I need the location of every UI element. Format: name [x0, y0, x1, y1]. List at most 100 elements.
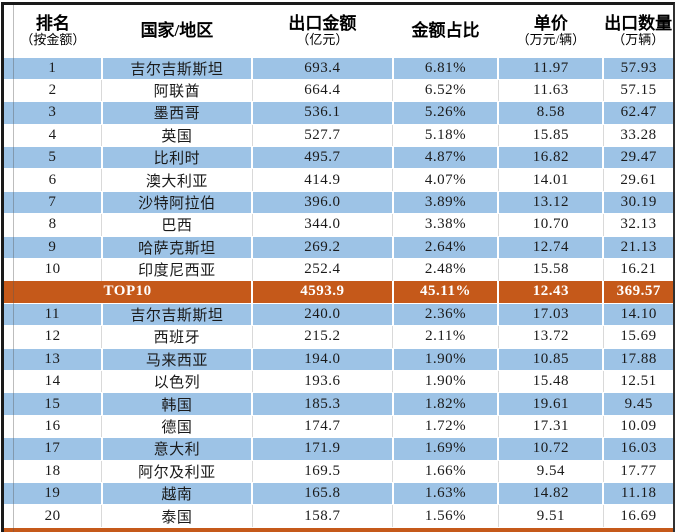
qty-cell: 9.45	[603, 392, 673, 416]
export-table: 排名 （按金额） 国家/地区 出口金额 （亿元） 金额占比	[4, 5, 673, 528]
country-cell: 以色列	[101, 370, 253, 393]
qty-cell: 12.51	[620, 373, 657, 390]
table-body: 1 吉尔吉斯斯坦 693.4 6.81% 11.97 57.93 2 阿联酋 664.4 6.52…	[4, 56, 673, 528]
amount-cell: 414.9	[252, 168, 394, 192]
share-cell: 1.56%	[392, 504, 499, 528]
amount-cell: 252.4	[252, 258, 394, 281]
rank-cell: 9	[4, 235, 103, 260]
amount-cell: 171.9	[252, 437, 394, 461]
amount-cell: 169.5	[252, 460, 394, 483]
rank-cell: 17	[4, 437, 103, 461]
table-row: 19 越南 165.8 1.63% 14.82 11.18	[4, 481, 673, 506]
share-cell: 3.89%	[392, 190, 500, 215]
rank-cell: 11	[4, 302, 103, 327]
amount-cell: 527.7	[252, 124, 394, 147]
col-header-share: 金额占比	[392, 5, 499, 57]
price-cell: 13.72	[498, 325, 604, 349]
summary-price-cell: 12.43	[498, 280, 605, 304]
summary-share-cell: 45.11%	[392, 280, 500, 304]
country-cell: 德国	[101, 415, 253, 438]
price-cell: 11.63	[498, 79, 604, 102]
table-row: 20 泰国 158.7 1.56% 9.51 16.69	[4, 504, 673, 528]
amount-cell: 536.1	[252, 101, 394, 125]
price-cell: 14.82	[498, 481, 605, 506]
price-cell: 9.54	[498, 460, 604, 483]
amount-cell: 174.7	[252, 415, 394, 438]
amount-cell: 693.4	[252, 56, 394, 80]
table-row: 9 哈萨克斯坦 269.2 2.64% 12.74 21.13	[4, 235, 673, 260]
share-cell: 1.63%	[392, 481, 500, 506]
price-cell: 10.70	[498, 213, 604, 237]
share-cell: 6.81%	[392, 56, 500, 80]
col-header-country: 国家/地区	[101, 5, 253, 57]
price-cell: 15.58	[498, 258, 604, 281]
country-cell: 英国	[101, 124, 253, 147]
amount-cell: 495.7	[252, 146, 394, 170]
share-cell: 3.38%	[392, 213, 499, 237]
country-cell: 阿尔及利亚	[101, 460, 253, 483]
rank-cell: 4	[4, 124, 103, 147]
share-cell: 2.11%	[392, 325, 499, 349]
amount-cell: 664.4	[252, 79, 394, 102]
country-cell: 巴西	[101, 213, 253, 237]
summary-row: TOP10 4593.9 45.11% 12.43 369.57	[4, 280, 673, 304]
price-cell: 17.31	[498, 415, 604, 438]
country-cell: 沙特阿拉伯	[101, 190, 254, 215]
share-cell: 5.26%	[392, 101, 500, 125]
table-row: 17 意大利 171.9 1.69% 10.72 16.03	[4, 437, 673, 461]
price-cell: 8.58	[498, 101, 605, 125]
country-cell: 墨西哥	[101, 101, 254, 125]
qty-cell: 29.47	[603, 146, 673, 170]
price-cell: 12.74	[498, 235, 605, 260]
qty-cell: 17.88	[603, 347, 673, 371]
qty-cell: 11.18	[603, 481, 673, 506]
rank-cell: 10	[4, 258, 103, 281]
qty-cell: 16.69	[620, 507, 657, 524]
share-cell: 2.48%	[392, 258, 499, 281]
qty-cell: 33.28	[620, 126, 657, 143]
price-cell: 17.03	[498, 302, 605, 327]
rank-cell: 12	[4, 325, 103, 349]
col-subtitle-rank: （按金额）	[20, 32, 86, 48]
price-cell: 15.85	[498, 124, 604, 147]
share-cell: 1.82%	[392, 392, 500, 416]
amount-cell: 269.2	[252, 235, 394, 260]
country-cell: 西班牙	[101, 325, 253, 349]
amount-cell: 158.7	[252, 504, 394, 528]
country-cell: 泰国	[101, 504, 253, 528]
country-cell: 越南	[101, 481, 254, 506]
country-cell: 哈萨克斯坦	[101, 235, 254, 260]
rank-cell: 13	[4, 347, 103, 371]
col-title-qty: 出口数量	[604, 13, 673, 33]
rank-cell: 18	[4, 460, 103, 483]
share-cell: 6.52%	[392, 79, 499, 102]
header-row: 排名 （按金额） 国家/地区 出口金额 （亿元） 金额占比	[4, 5, 673, 57]
qty-cell: 57.93	[603, 56, 673, 80]
price-cell: 10.85	[498, 347, 605, 371]
qty-cell: 21.13	[603, 235, 673, 260]
country-cell: 吉尔吉斯斯坦	[101, 302, 254, 327]
table-row: 2 阿联酋 664.4 6.52% 11.63 57.15	[4, 79, 673, 102]
table-row: 3 墨西哥 536.1 5.26% 8.58 62.47	[4, 101, 673, 125]
country-cell: 马来西亚	[101, 347, 254, 371]
qty-cell: 17.77	[620, 462, 657, 479]
table-row: 12 西班牙 215.2 2.11% 13.72 15.69	[4, 325, 673, 349]
rank-cell: 19	[4, 481, 103, 506]
summary-amount-cell: 4593.9	[252, 280, 394, 304]
qty-cell: 62.47	[603, 101, 673, 125]
table-row: 4 英国 527.7 5.18% 15.85 33.28	[4, 124, 673, 147]
amount-cell: 193.6	[252, 370, 394, 393]
col-title-country: 国家/地区	[140, 20, 214, 40]
col-subtitle-qty: （万辆）	[612, 32, 665, 48]
qty-cell: 16.03	[603, 437, 673, 461]
table-row: 7 沙特阿拉伯 396.0 3.89% 13.12 30.19	[4, 190, 673, 215]
share-cell: 2.36%	[392, 302, 500, 327]
table-row: 1 吉尔吉斯斯坦 693.4 6.81% 11.97 57.93	[4, 56, 673, 80]
summary-label-cell: TOP10	[4, 280, 254, 304]
rank-cell: 15	[4, 392, 103, 416]
amount-cell: 194.0	[252, 347, 394, 371]
rank-cell: 8	[4, 213, 103, 237]
table-row: 5 比利时 495.7 4.87% 16.82 29.47	[4, 146, 673, 170]
share-cell: 2.64%	[392, 235, 500, 260]
